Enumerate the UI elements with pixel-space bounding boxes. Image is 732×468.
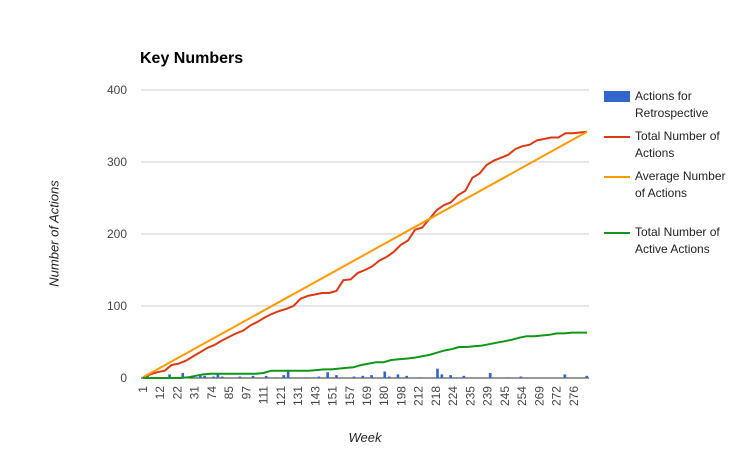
y-tick-label: 0 [120, 371, 127, 385]
bar [326, 372, 329, 378]
x-tick-label: 180 [377, 386, 391, 406]
bar [335, 375, 338, 378]
bar [264, 375, 268, 378]
x-tick-label: 143 [308, 386, 322, 406]
bar [370, 375, 373, 378]
bar [387, 376, 391, 378]
x-tick-label: 97 [239, 386, 253, 400]
y-tick-label: 200 [107, 227, 127, 241]
bar [440, 374, 444, 378]
x-tick-label: 22 [170, 386, 184, 400]
series-line [142, 130, 588, 379]
bar [488, 372, 492, 378]
series-line [143, 331, 587, 379]
bar [216, 374, 220, 378]
series-line [142, 130, 588, 379]
bar [519, 376, 523, 378]
bar [352, 376, 356, 378]
bar [317, 376, 321, 378]
legend-label-retrospective: Actions for Retrospective [635, 89, 709, 120]
bar [194, 377, 198, 378]
x-tick-label: 131 [291, 386, 305, 406]
bar [396, 374, 400, 378]
y-tick-label: 300 [107, 155, 127, 169]
y-tick-label: 400 [107, 83, 127, 97]
bar [449, 375, 452, 378]
x-tick-label: 198 [394, 386, 408, 406]
x-tick-label: 169 [360, 386, 374, 406]
x-tick-label: 121 [274, 386, 288, 406]
bar [198, 375, 202, 378]
x-tick-label: 212 [412, 386, 426, 406]
x-tick-label: 269 [532, 386, 546, 406]
bar [313, 377, 316, 378]
x-tick-label: 276 [567, 386, 581, 406]
x-tick-label: 239 [481, 386, 495, 406]
bar [330, 377, 334, 378]
x-tick-label: 224 [446, 386, 460, 406]
legend-label-active-actions: Total Number of Active Actions [635, 225, 720, 256]
x-axis-label: Week [348, 430, 382, 445]
x-tick-label: 245 [498, 386, 512, 406]
x-tick-label: 272 [550, 386, 564, 406]
bar [286, 370, 290, 378]
bar [383, 371, 387, 378]
bar [251, 375, 255, 378]
bar [168, 374, 171, 378]
x-tick-label: 12 [153, 386, 167, 400]
x-tick-label: 235 [463, 386, 477, 406]
x-tick-label: 157 [343, 386, 357, 406]
bar [462, 375, 466, 378]
x-tick-label: 1 [136, 386, 150, 393]
y-tick-label: 100 [107, 299, 127, 313]
x-tick-label: 85 [222, 386, 236, 400]
legend-swatch-retrospective [604, 91, 630, 102]
chart-title: Key Numbers [140, 50, 244, 67]
bar [585, 375, 589, 378]
bar [220, 376, 224, 378]
bar [242, 377, 246, 378]
bar [273, 377, 277, 378]
bar [282, 375, 286, 378]
x-tick-label: 31 [188, 386, 202, 400]
bar [203, 375, 207, 378]
x-tick-label: 151 [326, 386, 340, 406]
x-tick-label: 74 [205, 386, 219, 400]
bar [365, 377, 369, 378]
bar [361, 375, 365, 378]
bar [418, 377, 422, 378]
bar [405, 375, 409, 378]
bar [238, 376, 242, 378]
legend-label-total-actions: Total Number of Actions [635, 129, 720, 160]
bar [212, 376, 215, 378]
x-tick-label: 111 [257, 386, 271, 405]
bar [563, 374, 567, 378]
bar [304, 377, 308, 378]
x-tick-label: 218 [429, 386, 443, 406]
bar [436, 368, 439, 378]
legend-swatch-average-actions [604, 176, 630, 178]
legend-label-average-actions: Average Number of Actions [635, 169, 726, 200]
legend-swatch-active-actions [604, 232, 630, 234]
bar [506, 377, 510, 378]
x-tick-label: 254 [515, 386, 529, 406]
legend-swatch-total-actions [604, 136, 630, 138]
bar [181, 372, 185, 378]
